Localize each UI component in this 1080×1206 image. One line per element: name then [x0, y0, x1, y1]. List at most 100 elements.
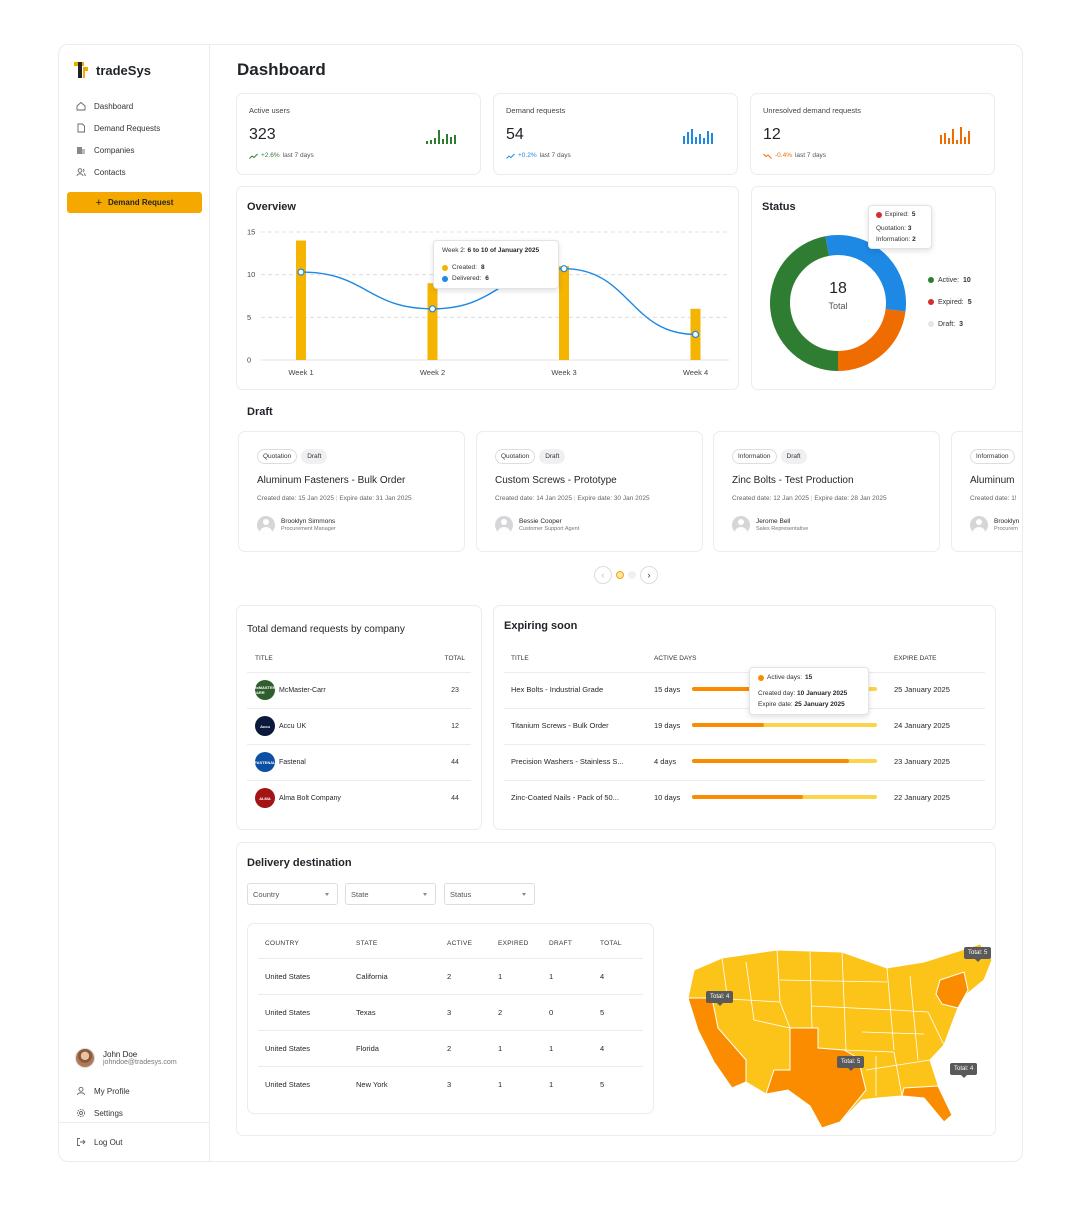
column-header: COUNTRY: [265, 940, 300, 947]
carousel-next-button[interactable]: ›: [640, 566, 658, 584]
column-header-expire-date: EXPIRE DATE: [894, 655, 937, 662]
sidebar-item-demand-requests[interactable]: Demand Requests: [76, 117, 160, 139]
home-icon: [76, 101, 86, 111]
kpi-card-active-users[interactable]: Active users 323 +2.6% last 7 days: [236, 93, 481, 175]
legend-item-active: Active: 10: [928, 269, 972, 291]
sidebar-item-label: Contacts: [94, 167, 126, 177]
table-row[interactable]: ALMA Alma Bolt Company 44: [255, 788, 465, 808]
sidebar-item-contacts[interactable]: Contacts: [76, 161, 160, 183]
table-row[interactable]: Titanium Screws - Bulk Order 19 days 24 Ja…: [494, 718, 995, 734]
company-requests-title: Total demand requests by company: [247, 624, 405, 635]
new-demand-request-button[interactable]: + Demand Request: [67, 192, 202, 213]
row-divider: [247, 672, 471, 673]
sidebar-item-dashboard[interactable]: Dashboard: [76, 95, 160, 117]
divider: [59, 1122, 210, 1123]
draft-card[interactable]: Information Draft Zinc Bolts - Test Produ…: [713, 431, 940, 552]
table-row[interactable]: United States Florida 2 1 1 4: [248, 1030, 653, 1066]
new-demand-request-label: Demand Request: [108, 198, 174, 207]
draft-card[interactable]: Quotation Draft Aluminum Fasteners - Bulk…: [238, 431, 465, 552]
carousel-prev-button[interactable]: ‹: [594, 566, 612, 584]
column-header-total: TOTAL: [444, 655, 465, 662]
app-logo[interactable]: tradeSys: [74, 61, 151, 79]
sidebar-item-companies[interactable]: Companies: [76, 139, 160, 161]
y-tick-label: 5: [247, 313, 251, 322]
bar: [559, 266, 569, 360]
us-map[interactable]: [662, 910, 1002, 1130]
table-row[interactable]: United States California 2 1 1 4: [248, 958, 653, 994]
request-title: Hex Bolts - Industrial Grade: [511, 685, 604, 694]
tooltip-expired-value: 5: [911, 211, 916, 218]
table-row[interactable]: Zinc-Coated Nails - Pack of 50... 10 days…: [494, 790, 995, 806]
status-donut-chart[interactable]: [768, 233, 908, 373]
table-cell: 1: [549, 1080, 554, 1089]
draft-card[interactable]: Information Aluminum Created date: 1! Br…: [951, 431, 1022, 552]
row-divider: [504, 780, 985, 781]
table-cell: United States: [265, 1008, 311, 1017]
table-cell: Florida: [356, 1044, 379, 1053]
column-header: EXPIRED: [498, 940, 529, 947]
table-row[interactable]: Accu Accu UK 12: [255, 716, 465, 736]
sidebar-item-my-profile[interactable]: My Profile: [76, 1080, 130, 1102]
column-header: TOTAL: [600, 940, 622, 947]
draft-dates: Created date: 14 Jan 2025 | Expire date:…: [495, 495, 650, 502]
logout-button[interactable]: Log Out: [76, 1131, 122, 1153]
request-title: Zinc-Coated Nails - Pack of 50...: [511, 793, 619, 802]
column-header: ACTIVE: [447, 940, 473, 947]
carousel-dot[interactable]: [616, 571, 624, 579]
column-header: STATE: [356, 940, 378, 947]
kpi-label: Active users: [249, 106, 290, 115]
type-tag: Quotation: [257, 449, 298, 464]
tooltip-expire-label: Expire date:: [758, 701, 793, 708]
status-legend: Active: 10 Expired: 5 Draft: 3: [928, 269, 972, 335]
table-row[interactable]: McMASTER-CARR McMaster-Carr 23: [253, 680, 465, 700]
table-row[interactable]: Hex Bolts - Industrial Grade 15 days 25 Ja…: [494, 682, 995, 698]
sidebar-item-label: Demand Requests: [94, 123, 161, 133]
state-border: [893, 1051, 903, 1097]
bar: [296, 240, 306, 360]
tooltip-quotation-value: 3: [907, 225, 912, 232]
select-value: Status: [450, 890, 472, 899]
table-row[interactable]: Precision Washers - Stainless S... 4 days…: [494, 754, 995, 770]
legend-value: 5: [967, 298, 972, 306]
state-filter-select[interactable]: State: [345, 883, 436, 905]
gear-icon: [76, 1108, 86, 1118]
row-divider: [504, 672, 985, 673]
status-tag: Draft: [780, 449, 807, 464]
app-name: tradeSys: [96, 62, 151, 78]
table-cell: 2: [447, 972, 452, 981]
progress-fill: [692, 687, 803, 691]
created-date: Created date: 14 Jan 2025: [495, 495, 572, 502]
user-email: johndoe@tradesys.com: [103, 1059, 177, 1066]
kpi-card-demand-requests[interactable]: Demand requests 54 +0.2% last 7 days: [493, 93, 738, 175]
table-row[interactable]: FASTENAL Fastenal 44: [254, 752, 465, 772]
donut-segment-quotation: [825, 235, 906, 312]
country-filter-select[interactable]: Country: [247, 883, 338, 905]
line-point: [691, 330, 700, 338]
type-tag: Information: [732, 449, 777, 464]
table-row[interactable]: United States Texas 3 2 0 5: [248, 994, 653, 1030]
state-border: [809, 951, 813, 1029]
sidebar-item-settings[interactable]: Settings: [76, 1102, 130, 1124]
draft-title: Custom Screws - Prototype: [495, 475, 617, 486]
draft-card[interactable]: Quotation Draft Custom Screws - Prototype…: [476, 431, 703, 552]
carousel-pager: ‹ ›: [594, 566, 658, 584]
carousel-dot[interactable]: [628, 571, 636, 579]
table-row[interactable]: United States New York 3 1 1 5: [248, 1066, 653, 1102]
line-point: [428, 305, 437, 313]
overview-chart[interactable]: 0 5 10 15 Week 1 Week 2 Week 3 Week 4: [237, 187, 740, 391]
row-divider: [247, 780, 471, 781]
state-border: [811, 1005, 895, 1011]
sidebar-item-logout[interactable]: Log Out: [76, 1131, 122, 1153]
table-cell: 2: [498, 1008, 503, 1017]
kpi-card-unresolved-requests[interactable]: Unresolved demand requests 12 -0.4% last…: [750, 93, 995, 175]
user-profile[interactable]: John Doe johndoe@tradesys.com: [75, 1048, 177, 1068]
logout-icon: [76, 1137, 86, 1147]
column-header-active-days: ACTIVE DAYS: [654, 655, 697, 662]
status-filter-select[interactable]: Status: [444, 883, 535, 905]
state-border: [886, 967, 895, 1051]
legend-label: Expired:: [938, 298, 964, 306]
x-tick-label: Week 1: [288, 368, 313, 377]
status-tag: Draft: [301, 449, 328, 464]
company-total: 23: [451, 686, 459, 694]
select-value: State: [351, 890, 369, 899]
